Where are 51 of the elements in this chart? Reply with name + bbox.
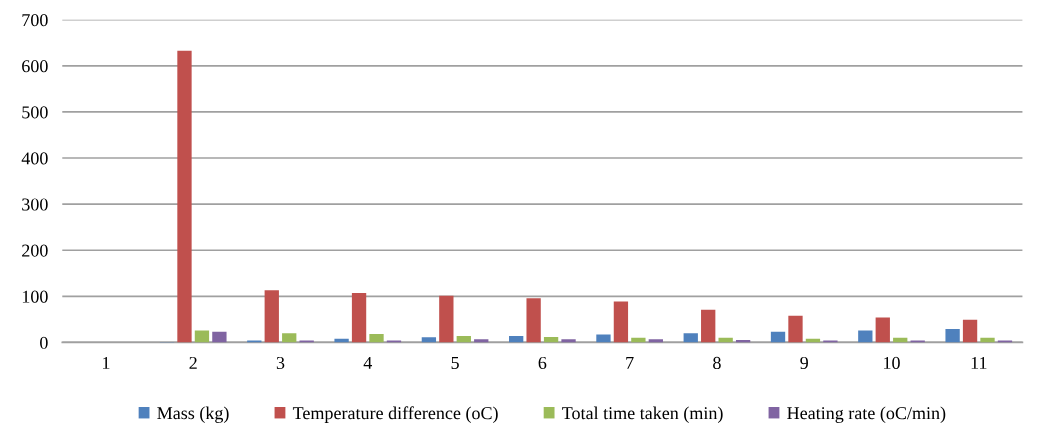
y-tick-label: 300 xyxy=(22,198,48,211)
y-tick-label: 700 xyxy=(22,14,48,27)
x-tick-label: 7 xyxy=(626,357,634,369)
bar xyxy=(962,319,978,343)
x-tick-label: 1 xyxy=(103,356,110,369)
x-tick-label: 5 xyxy=(451,357,459,370)
bar xyxy=(439,295,454,343)
x-tick-label: 2 xyxy=(189,356,197,369)
bar xyxy=(351,293,367,343)
y-tick-label: 100 xyxy=(22,290,48,303)
bar xyxy=(613,301,629,343)
y-tick-label: 500 xyxy=(22,106,48,119)
x-tick-label: 11 xyxy=(971,356,987,369)
legend-label: Mass (kg) xyxy=(157,406,229,423)
bar xyxy=(875,317,890,343)
y-tick-label: 600 xyxy=(22,60,48,73)
bar xyxy=(701,309,716,343)
x-tick-label: 3 xyxy=(276,356,285,370)
bar xyxy=(282,333,297,343)
legend-label: Heating rate (oC/min) xyxy=(787,406,946,423)
bar xyxy=(561,339,576,343)
legend-label: Temperature difference (oC) xyxy=(292,406,498,423)
bar xyxy=(980,337,995,343)
bar xyxy=(596,334,611,343)
bar xyxy=(264,290,279,343)
bar xyxy=(945,329,960,343)
y-tick-label: 400 xyxy=(21,152,48,165)
legend-label: Total time taken (min) xyxy=(562,406,723,423)
bar xyxy=(509,335,524,343)
x-tick-label: 10 xyxy=(884,356,900,370)
x-tick-label: 9 xyxy=(800,356,808,370)
bar xyxy=(369,334,384,343)
bar xyxy=(788,315,803,343)
bar xyxy=(194,330,210,343)
y-tick-label: 200 xyxy=(22,244,48,257)
bar xyxy=(421,337,437,343)
bar xyxy=(177,50,192,343)
x-tick-label: 6 xyxy=(538,356,547,370)
bar xyxy=(456,335,471,343)
x-tick-label: 4 xyxy=(363,356,373,369)
x-tick-label: 8 xyxy=(713,356,721,370)
bar xyxy=(212,331,227,343)
bar xyxy=(770,331,786,343)
bar xyxy=(718,337,733,343)
bar xyxy=(683,333,698,343)
bar xyxy=(474,339,489,343)
y-tick-label: 0 xyxy=(40,336,48,349)
bar xyxy=(631,337,646,343)
bar xyxy=(858,330,873,343)
bar xyxy=(526,298,541,343)
bar xyxy=(648,339,663,343)
